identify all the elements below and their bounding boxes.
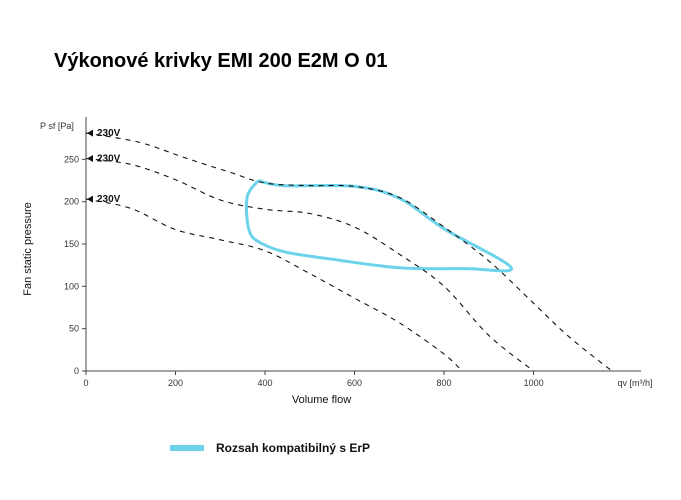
curve-label-text: 230V <box>97 194 121 205</box>
x-unit-label: qv [m³/h] <box>617 378 652 388</box>
x-tick-label: 200 <box>168 378 183 388</box>
y-axis-label: Fan static pressure <box>22 202 34 296</box>
x-axis-label: Volume flow <box>292 394 351 406</box>
y-tick-label: 50 <box>69 324 79 334</box>
curve-labels: 230V 230V 230V <box>87 128 121 205</box>
x-tick-label: 400 <box>258 378 273 388</box>
curve-label-text: 230V <box>97 153 121 164</box>
chart-axes: 0 50 100 150 200 250 0 200 400 600 800 1000 P sf [Pa… <box>22 117 653 406</box>
fan-curves <box>85 132 613 372</box>
y-tick-label: 250 <box>64 154 79 164</box>
x-tick-label: 0 <box>83 378 88 388</box>
curve-marker-arrow <box>87 154 93 162</box>
legend: Rozsah kompatibilný s ErP <box>170 441 370 455</box>
x-tick-label: 800 <box>437 378 452 388</box>
erp-region-outline <box>244 179 513 273</box>
fan-curve-line <box>85 198 463 372</box>
legend-label-erp: Rozsah kompatibilný s ErP <box>216 441 371 455</box>
y-tick-label: 0 <box>74 366 79 376</box>
erp-region <box>244 179 513 273</box>
fan-curve-line <box>85 157 534 372</box>
y-unit-label: P sf [Pa] <box>40 121 74 131</box>
fan-curve-line <box>85 132 613 372</box>
curve-label-text: 230V <box>97 128 121 139</box>
curve-marker-arrow <box>87 195 93 203</box>
y-tick-label: 150 <box>64 239 79 249</box>
performance-chart: 0 50 100 150 200 250 0 200 400 600 800 1000 P sf [Pa… <box>22 117 653 406</box>
y-tick-label: 200 <box>64 197 79 207</box>
y-tick-label: 100 <box>64 281 79 291</box>
x-tick-label: 600 <box>347 378 362 388</box>
x-tick-label: 1000 <box>524 378 544 388</box>
legend-swatch-erp <box>170 445 204 451</box>
curve-marker-arrow <box>87 129 93 137</box>
chart-title: Výkonové krivky EMI 200 E2M O 01 <box>54 50 388 72</box>
